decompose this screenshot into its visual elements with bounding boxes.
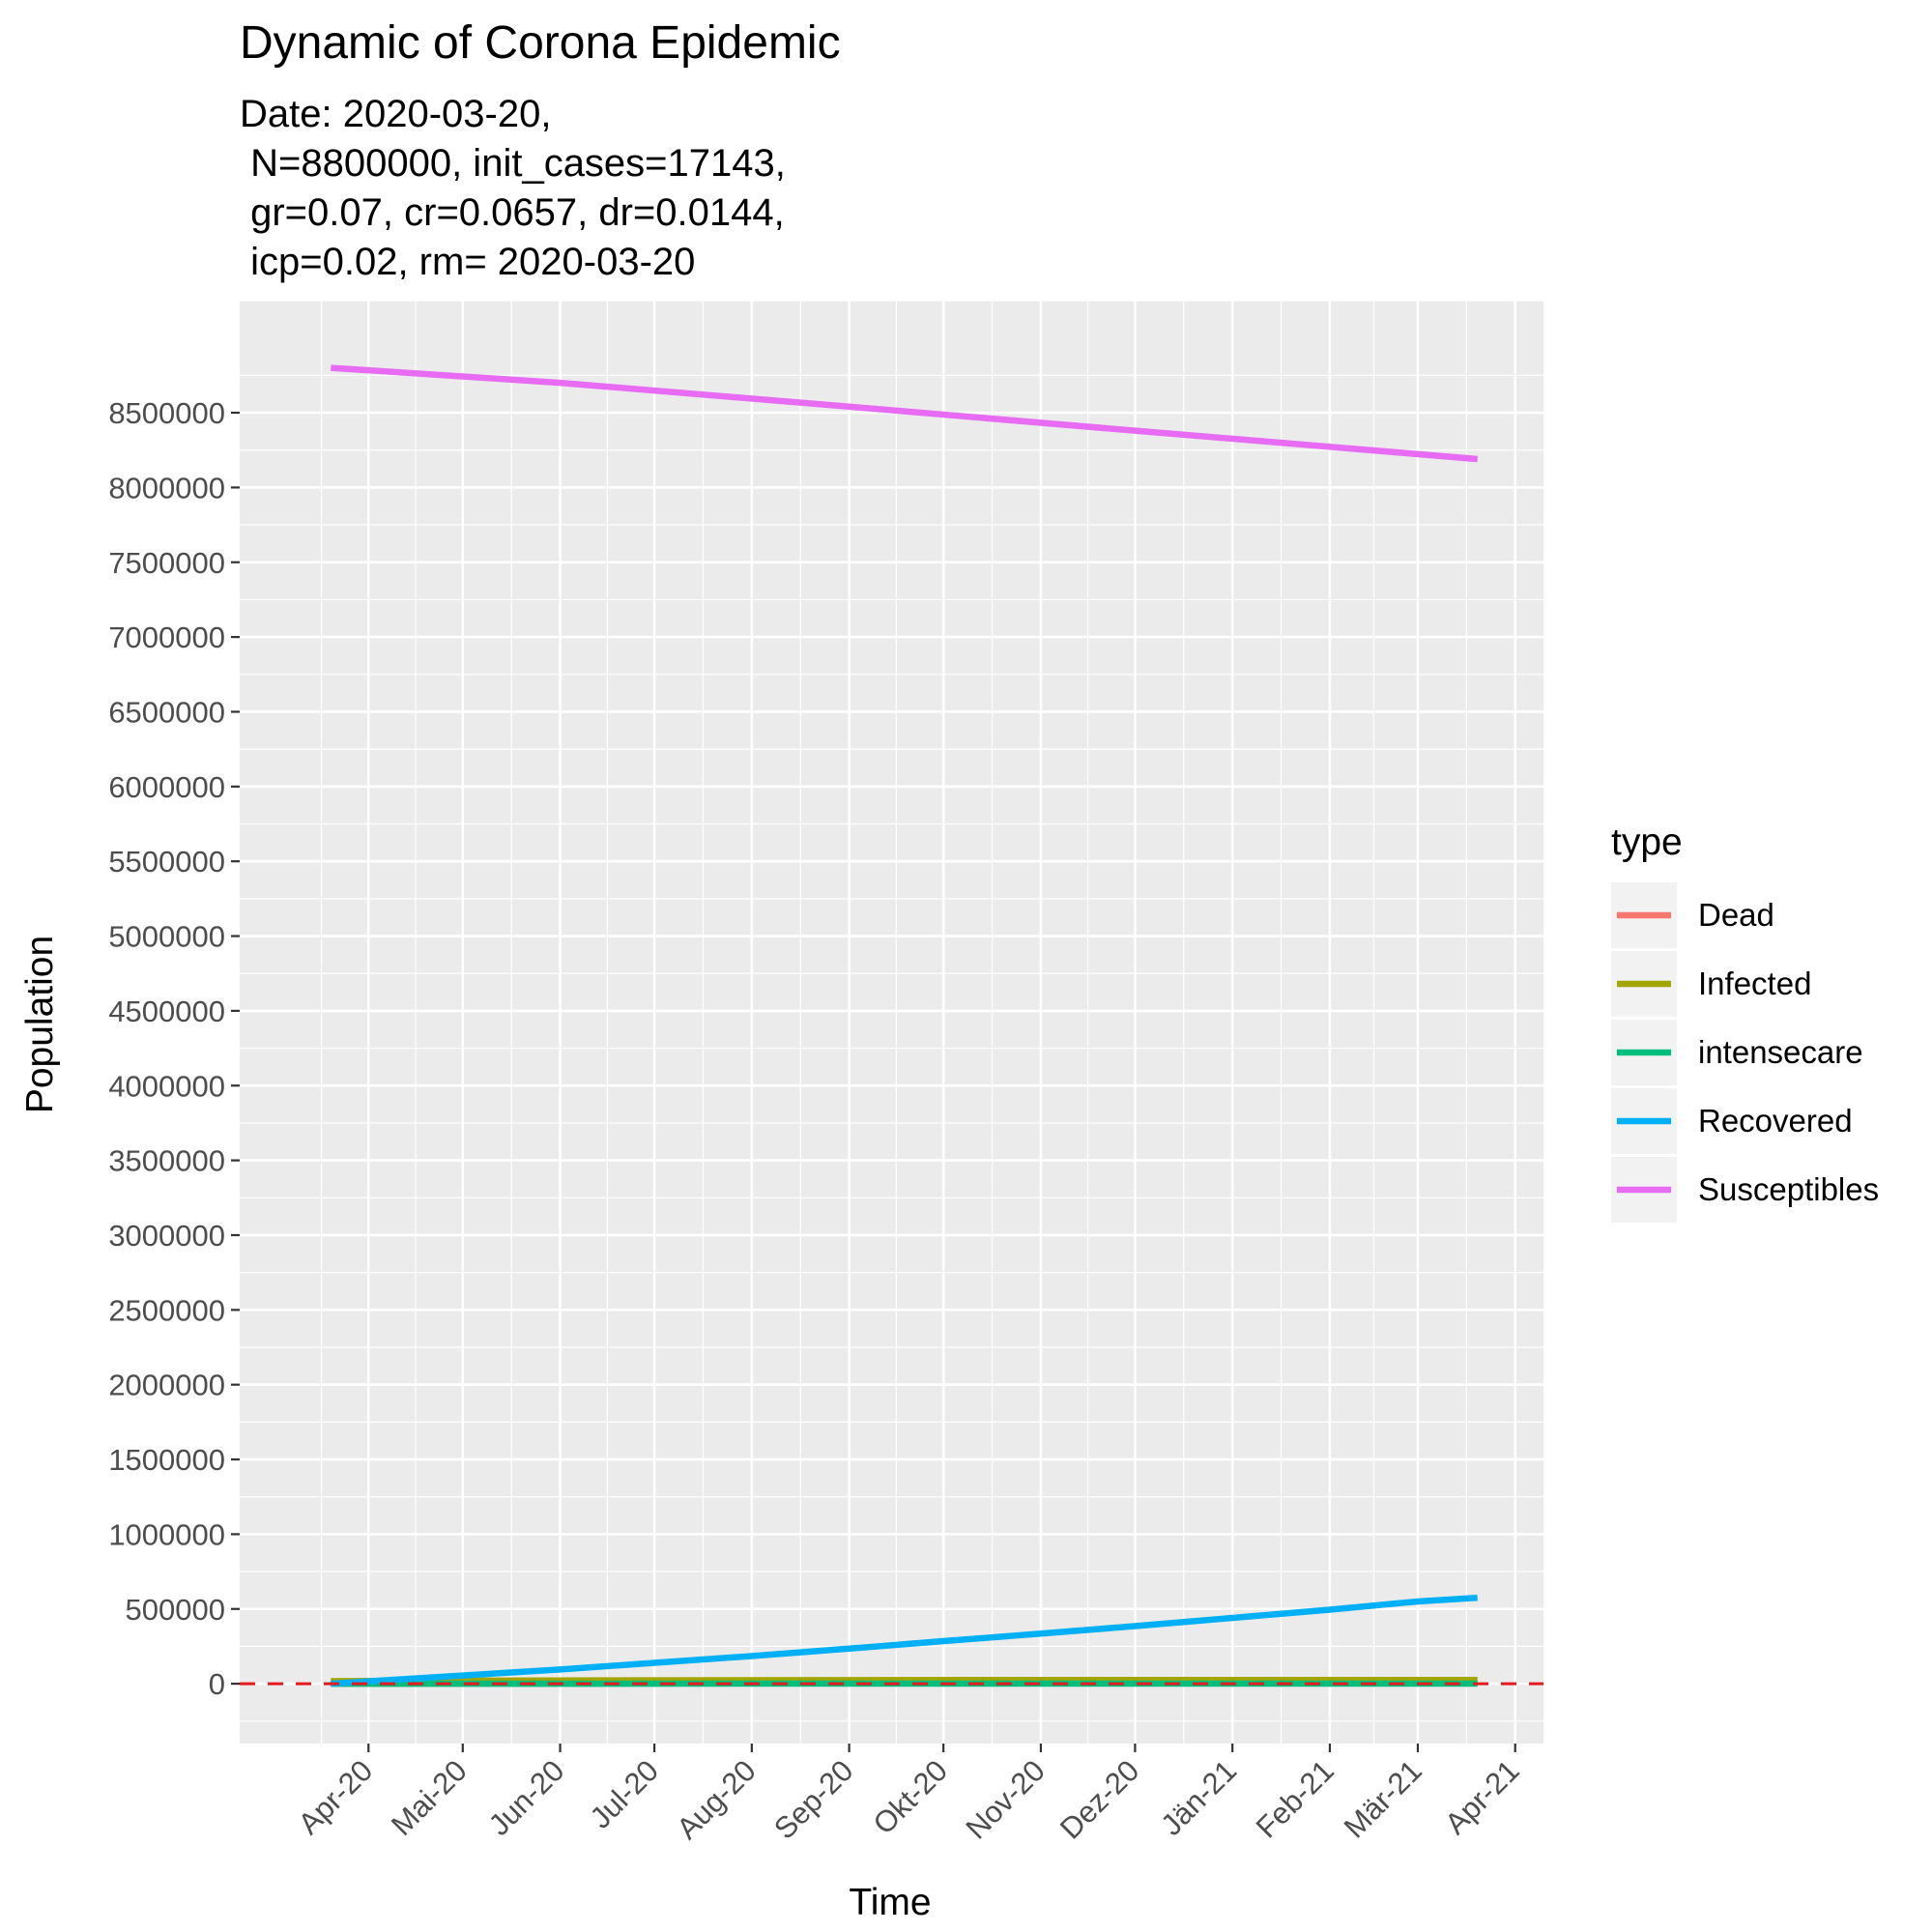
y-tick-label: 500000 <box>126 1593 225 1627</box>
y-tick-label: 6500000 <box>108 695 225 729</box>
y-tick-label: 5500000 <box>108 845 225 879</box>
plot-panel <box>240 301 1543 1744</box>
y-tick-label: 2500000 <box>108 1293 225 1327</box>
legend-label-recovered: Recovered <box>1698 1103 1853 1139</box>
y-tick-label: 2000000 <box>108 1369 225 1402</box>
legend-label-intensecare: intensecare <box>1698 1034 1863 1070</box>
y-tick-label: 3500000 <box>108 1144 225 1178</box>
y-tick-label: 7000000 <box>108 620 225 654</box>
subtitle-line: gr=0.07, cr=0.0657, dr=0.0144, <box>240 191 785 234</box>
subtitle-line: N=8800000, init_cases=17143, <box>240 142 786 185</box>
subtitle-line: icp=0.02, rm= 2020-03-20 <box>240 241 695 283</box>
grid-minor <box>240 300 1543 1744</box>
legend-title: type <box>1611 822 1683 863</box>
y-axis: 0 500000 1000000 1500000 2000000 2500000 30000… <box>108 396 240 1701</box>
chart-title: Dynamic of Corona Epidemic <box>240 17 841 69</box>
chart-subtitle: Date: 2020-03-20, N=8800000, init_cases=… <box>240 93 786 283</box>
y-axis-title: Population <box>19 936 61 1113</box>
y-tick-label: 1500000 <box>108 1443 225 1477</box>
grid-major <box>240 301 1543 1744</box>
legend-label-infected: Infected <box>1698 966 1811 1001</box>
subtitle-line: Date: 2020-03-20, <box>240 93 551 135</box>
series-line-recovered <box>331 1594 1478 1687</box>
y-tick-label: 8000000 <box>108 471 225 505</box>
legend-label-susceptibles: Susceptibles <box>1698 1171 1879 1207</box>
y-tick-label: 8500000 <box>108 396 225 430</box>
y-tick-label: 3000000 <box>108 1219 225 1253</box>
series-line-susceptibles <box>331 364 1478 463</box>
y-tick-label: 6000000 <box>108 770 225 804</box>
y-tick-label: 7500000 <box>108 546 225 580</box>
y-tick-label: 4500000 <box>108 995 225 1028</box>
y-tick-label: 0 <box>209 1667 225 1701</box>
y-tick-label: 1000000 <box>108 1517 225 1551</box>
x-axis-title: Time <box>849 1882 931 1923</box>
y-tick-label: 5000000 <box>108 920 225 954</box>
legend-label-dead: Dead <box>1698 897 1774 933</box>
y-tick-label: 4000000 <box>108 1069 225 1103</box>
legend: type Dead Infected intensecare Recovered Sus… <box>1611 822 1879 1223</box>
